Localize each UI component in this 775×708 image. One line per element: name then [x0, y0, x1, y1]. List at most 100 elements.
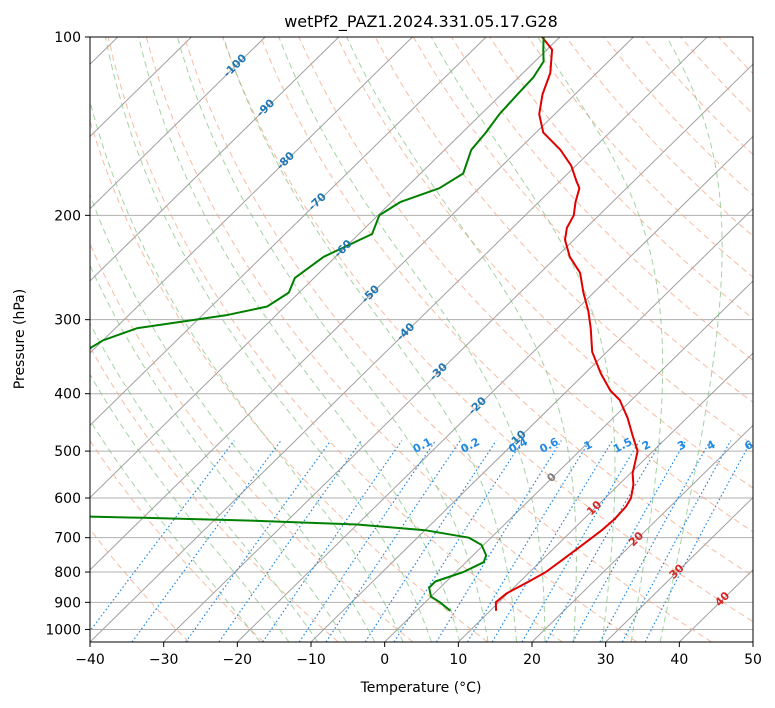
isotherm-line	[90, 37, 266, 210]
y-tick-label: 600	[54, 491, 81, 507]
dry-adiabat	[90, 242, 414, 642]
dry-adiabat	[451, 37, 753, 361]
moist-adiabat	[537, 37, 664, 642]
moist-adiabat	[90, 264, 347, 642]
y-tick-label: 1000	[45, 622, 81, 638]
isotherm-line	[90, 37, 487, 427]
isotherm-line	[605, 496, 753, 642]
dry-adiabat	[412, 37, 753, 403]
dry-adiabat	[183, 37, 712, 642]
isotherm-line	[384, 280, 753, 642]
mixing-ratio-label: 6	[742, 438, 755, 453]
x-tick-label: 0	[380, 652, 389, 668]
y-tick-label: 700	[54, 531, 81, 547]
dry-adiabat	[336, 37, 753, 489]
moist-adiabat	[90, 419, 261, 642]
mixing-ratio-line	[644, 440, 752, 642]
isotherm-line	[163, 63, 753, 642]
mixing-ratio-line	[572, 440, 687, 642]
dry-adiabat	[260, 37, 753, 577]
isotherm-line	[90, 37, 192, 138]
y-tick-label: 800	[54, 565, 81, 581]
temperature-profile	[494, 37, 639, 611]
mixing-ratio-line	[262, 440, 403, 642]
dry-adiabat	[527, 37, 753, 278]
moist-adiabat	[90, 99, 404, 642]
mixing-ratio-label: 0.2	[459, 435, 482, 456]
mixing-ratio-line	[393, 440, 524, 642]
moist-adiabat	[90, 373, 290, 642]
x-tick-label: 30	[597, 652, 615, 668]
mixing-ratio-line	[90, 440, 235, 633]
moist-adiabat	[90, 322, 319, 642]
mixing-ratio-line	[298, 440, 436, 642]
moist-adiabat	[138, 37, 461, 642]
x-tick-label: 20	[523, 652, 541, 668]
mixing-ratio-line	[325, 440, 461, 642]
mixing-ratio-line	[131, 440, 282, 642]
y-tick-label: 300	[54, 313, 81, 329]
profile-lines	[90, 37, 639, 612]
isotherm-line	[236, 135, 753, 642]
y-tick-label: 100	[54, 30, 81, 46]
isotherm-line	[457, 352, 753, 642]
x-tick-label: −20	[223, 652, 253, 668]
mixing-ratio-line	[364, 440, 497, 642]
mixing-ratio-line	[599, 440, 711, 642]
mixing-ratio-line	[185, 440, 332, 642]
x-tick-label: −10	[296, 652, 326, 668]
mixing-ratio-label: 0.6	[537, 435, 561, 456]
background-lines	[90, 37, 775, 642]
moist-adiabat	[430, 37, 616, 642]
y-axis-ticks: 100 200 300 400 500 600 700 800 900 1000	[45, 30, 90, 638]
mixing-ratio-line	[435, 440, 562, 642]
mixing-ratio-line	[491, 440, 613, 642]
dewpoint-profile	[90, 37, 545, 612]
isotherm-line	[752, 641, 753, 642]
mixing-ratio-line	[466, 440, 591, 642]
isotherm-label: -100	[221, 51, 250, 80]
isotherm-line	[90, 37, 708, 642]
moist-adiabat	[278, 37, 546, 642]
dry-adiabat	[107, 37, 563, 642]
isotherm-line	[90, 37, 634, 571]
isotherm-line	[90, 37, 561, 499]
x-tick-label: −30	[149, 652, 179, 668]
dry-adiabat	[222, 37, 753, 623]
moist-adiabat	[105, 37, 432, 642]
mixing-ratio-line	[521, 440, 641, 642]
isotherm-line	[90, 37, 340, 282]
dry-adiabat	[145, 37, 638, 642]
x-axis-label: Temperature (°C)	[360, 680, 482, 696]
moist-adiabat	[177, 37, 489, 642]
x-tick-label: 10	[449, 652, 467, 668]
mixing-ratio-line	[545, 440, 663, 642]
y-axis-label: Pressure (hPa)	[12, 289, 28, 389]
x-axis-ticks: −40 −30 −20 −10 0 10 20 30 40 50	[75, 642, 762, 668]
y-tick-label: 200	[54, 208, 81, 224]
y-tick-label: 400	[54, 387, 81, 403]
isotherm-line	[310, 207, 753, 642]
dry-adiabat	[90, 439, 264, 642]
x-tick-label: −40	[75, 652, 105, 668]
plot-frame	[89, 36, 754, 643]
dry-adiabat	[90, 345, 339, 642]
y-tick-label: 500	[54, 444, 81, 460]
moist-adiabat	[659, 37, 723, 642]
dry-adiabat	[298, 37, 753, 533]
y-tick-label: 900	[54, 595, 81, 611]
dry-adiabat	[603, 37, 753, 196]
chart-title: wetPf2_PAZ1.2024.331.05.17.G28	[284, 12, 558, 32]
x-tick-label: 50	[744, 652, 762, 668]
moist-adiabat	[222, 37, 517, 642]
isotherm-line	[531, 424, 753, 642]
dry-adiabat	[489, 37, 753, 320]
dry-adiabat	[374, 37, 753, 446]
dry-adiabat	[90, 119, 488, 642]
mixing-ratio-line	[621, 440, 732, 642]
moist-adiabat	[346, 37, 577, 642]
isotherm-line	[90, 37, 413, 354]
x-tick-label: 40	[670, 652, 688, 668]
dry-adiabat	[757, 37, 775, 642]
